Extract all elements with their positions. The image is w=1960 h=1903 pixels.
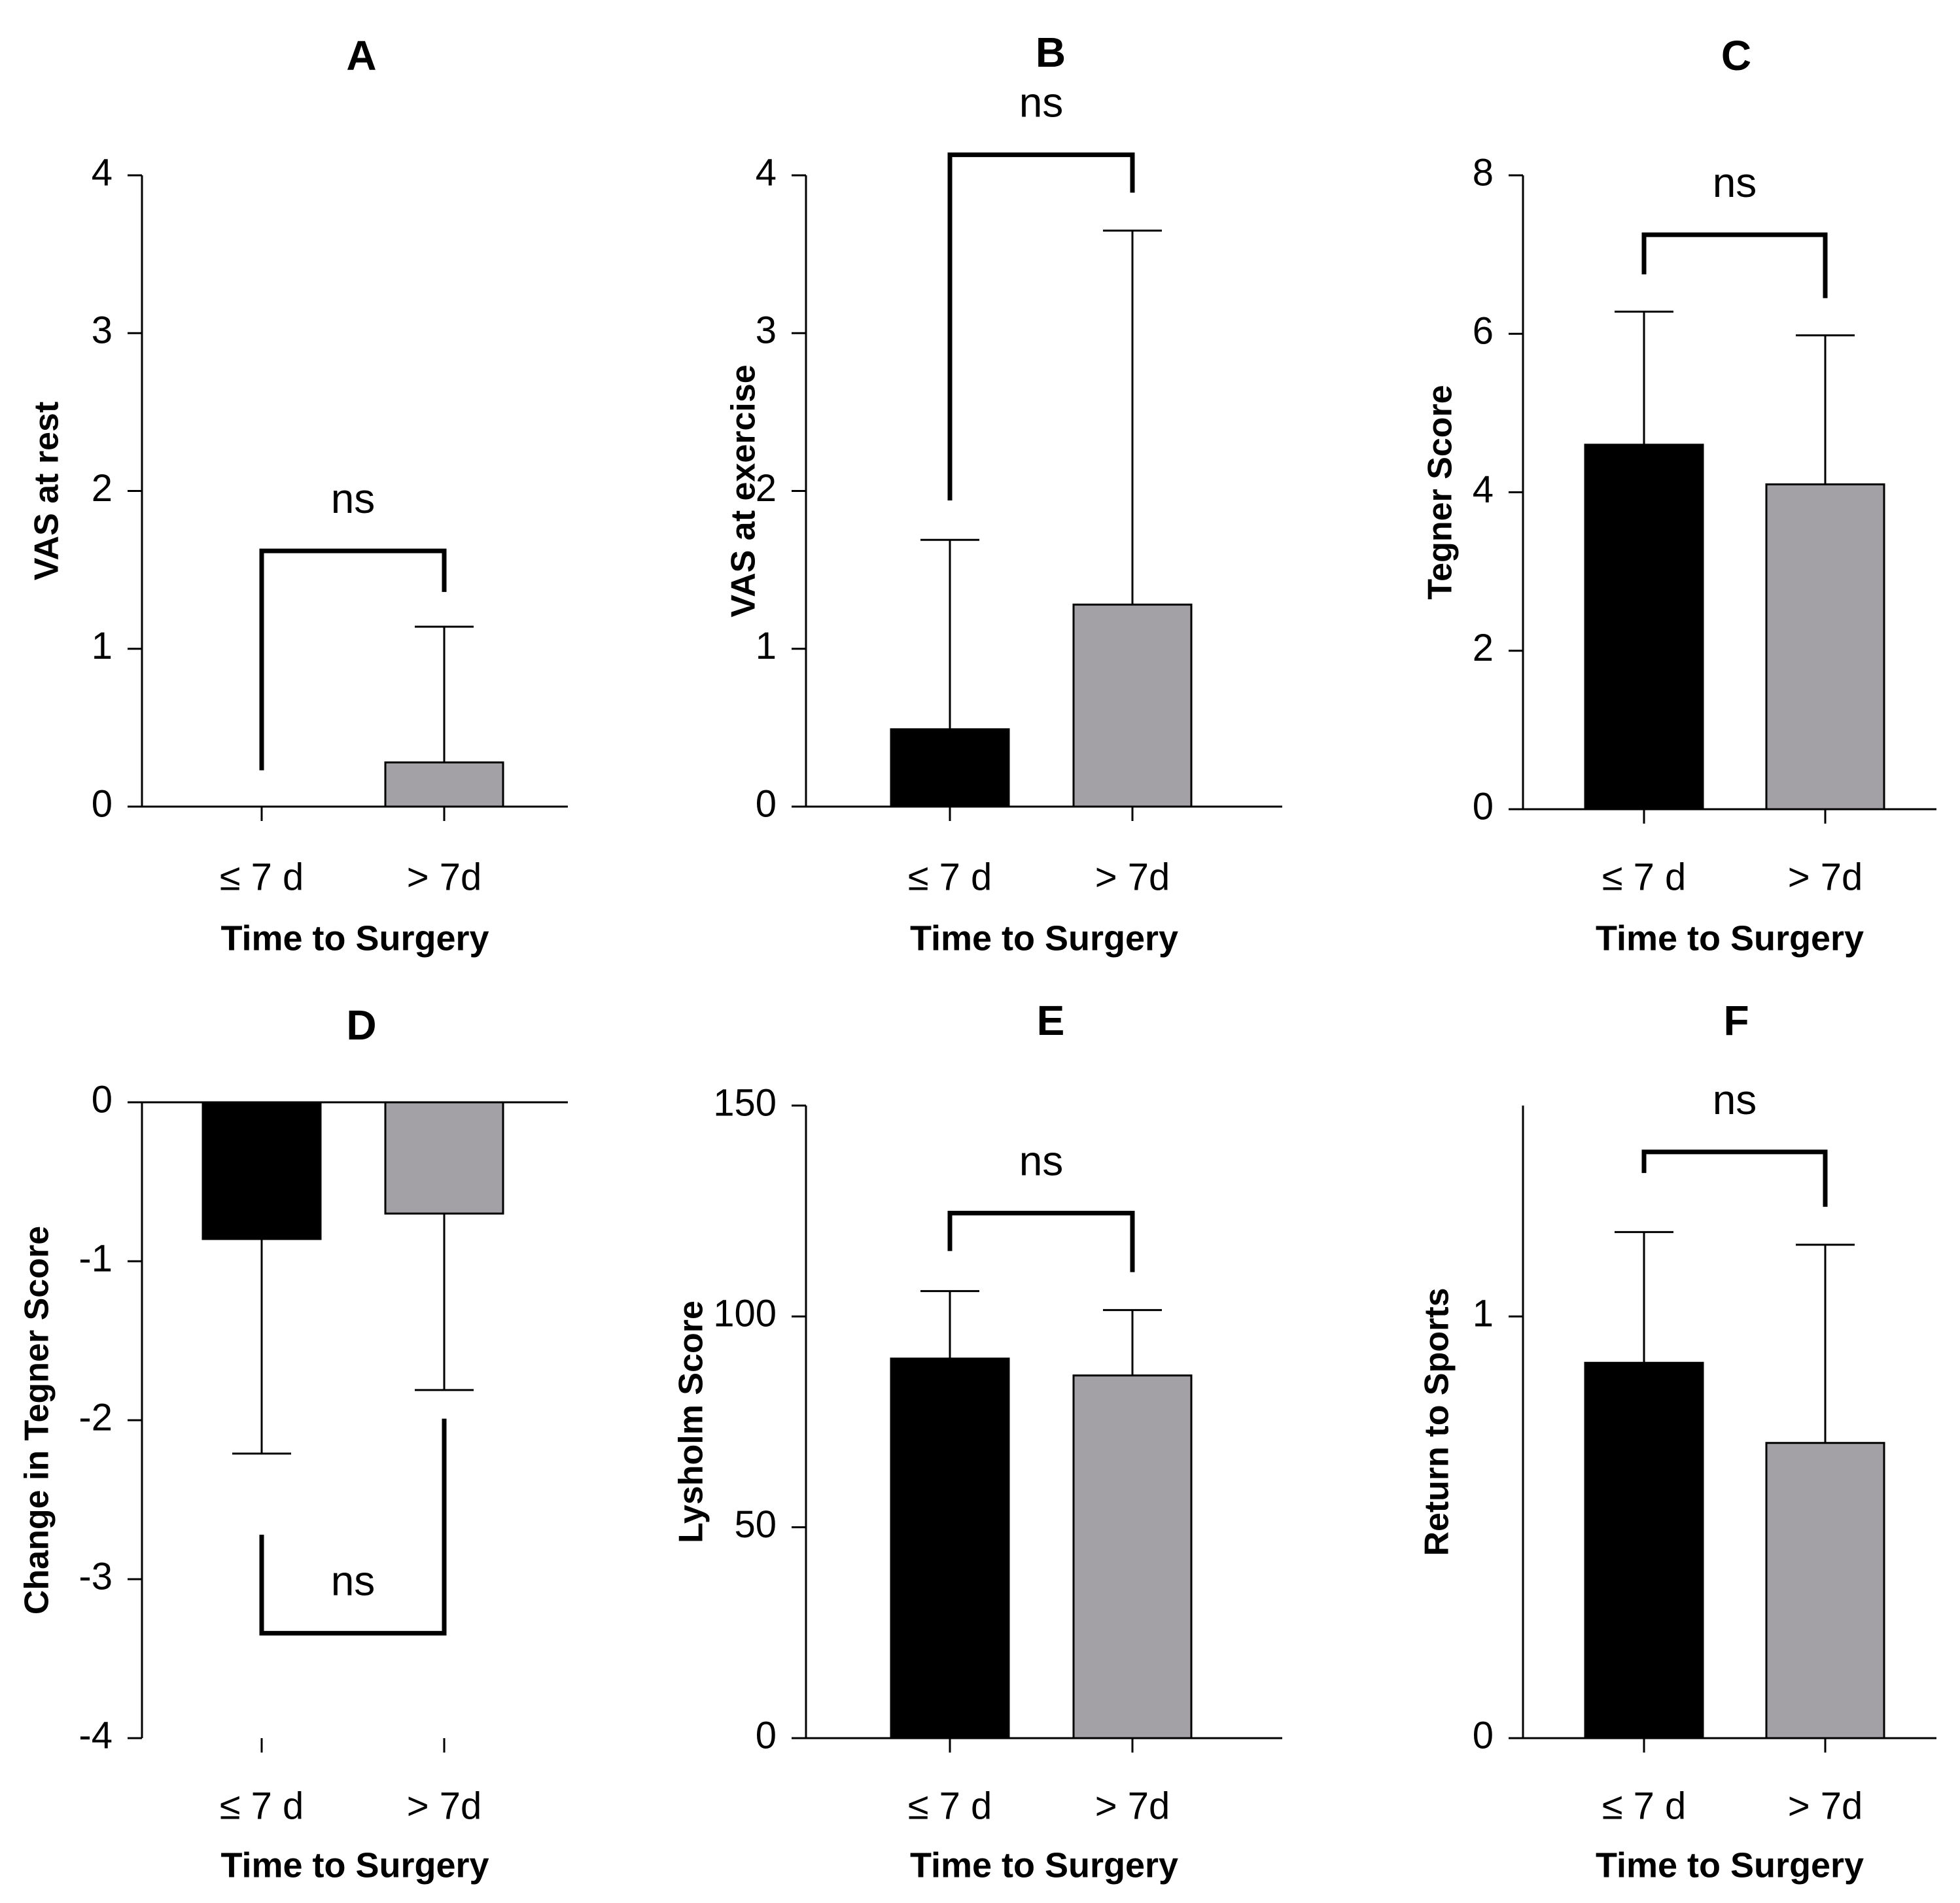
panel-f-category-label: > 7d [1788, 1785, 1863, 1827]
panel-d-category-label: > 7d [407, 1785, 482, 1827]
panel-c-category-label: > 7d [1788, 856, 1863, 898]
panel-c-bar-2 [1765, 483, 1885, 811]
panel-e-bar-2 [1072, 1374, 1193, 1739]
panel-f-x-axis-label: Time to Surgery [1596, 1845, 1864, 1885]
panel-c-y-tick-label: 8 [1473, 151, 1494, 194]
panel-e-bar-1 [890, 1357, 1010, 1739]
panel-d-category-label: ≤ 7 d [220, 1785, 304, 1827]
panel-f-bar-2 [1765, 1442, 1885, 1739]
panel-f-bar-1 [1584, 1361, 1704, 1739]
panel-c-bar-1 [1584, 444, 1704, 811]
panel-e-y-tick-label: 0 [756, 1714, 777, 1756]
panel-c-y-axis-label: Tegner Score [1422, 385, 1460, 599]
panel-d-significance-bracket [259, 1418, 447, 1636]
panel-b-bar-1 [890, 728, 1010, 808]
panel-e-significance-label: ns [1019, 1137, 1064, 1184]
panel-a-y-tick-label: 1 [92, 625, 113, 667]
panel-f-category-label: ≤ 7 d [1602, 1785, 1687, 1827]
panel-e-y-tick-label: 50 [734, 1503, 777, 1546]
panel-d-y-tick-label: -3 [79, 1555, 113, 1597]
panel-a-y-axis-label: VAS at rest [28, 402, 66, 581]
panel-f-title: F [1723, 997, 1749, 1044]
panel-e-x-axis-label: Time to Surgery [910, 1845, 1178, 1885]
panel-b-x-axis-label: Time to Surgery [910, 918, 1178, 958]
panel-c-significance-bracket [1641, 232, 1828, 298]
panel-b-y-axis-label: VAS at exercise [725, 364, 763, 617]
panel-b-category-label: > 7d [1095, 856, 1170, 898]
panel-c-y-tick-label: 4 [1473, 468, 1494, 511]
panel-b-y-tick-label: 1 [756, 625, 777, 667]
panel-d-y-tick-label: -2 [79, 1396, 113, 1439]
panel-c-y-tick-label: 2 [1473, 627, 1494, 669]
panel-a-y-tick-label: 4 [92, 151, 113, 194]
panel-d-significance-label: ns [331, 1558, 376, 1605]
panel-c-y-tick-label: 6 [1473, 310, 1494, 353]
panel-d-x-axis-label: Time to Surgery [220, 1845, 489, 1885]
panel-e-category-label: ≤ 7 d [908, 1785, 992, 1827]
panel-a-category-label: ≤ 7 d [220, 856, 304, 898]
panel-b-y-tick-label: 0 [756, 782, 777, 825]
panel-b-y-tick-label: 3 [756, 309, 777, 352]
panel-b-significance-label: ns [1019, 79, 1064, 126]
panel-a-y-tick-label: 3 [92, 309, 113, 352]
panel-c-title: C [1721, 32, 1751, 79]
panel-b-title: B [1036, 29, 1066, 76]
panel-d-bar-2 [384, 1101, 504, 1215]
panel-b-bar-2 [1072, 603, 1193, 808]
panel-e-y-tick-label: 100 [713, 1293, 777, 1335]
panel-a-title: A [346, 32, 376, 79]
panel-c-x-axis-label: Time to Surgery [1596, 918, 1864, 958]
panel-d-y-tick-label: -1 [79, 1237, 113, 1280]
panel-f-significance-bracket [1641, 1149, 1828, 1207]
panel-f-y-axis-label: Return to Sports [1418, 1287, 1456, 1556]
panel-c-significance-label: ns [1713, 159, 1757, 206]
panel-a-bar-2 [384, 761, 504, 808]
panel-d-y-axis-label: Change in Tegner Score [18, 1226, 56, 1615]
panel-b-y-tick-label: 2 [756, 467, 777, 510]
panel-b-y-tick-label: 4 [756, 151, 777, 194]
panel-a-significance-label: ns [331, 475, 376, 522]
panel-e-significance-bracket [947, 1210, 1135, 1272]
panel-d-y-tick-label: -4 [79, 1714, 113, 1756]
panel-c-category-label: ≤ 7 d [1602, 856, 1687, 898]
panel-c-y-tick-label: 0 [1473, 785, 1494, 828]
panel-d-title: D [346, 1002, 376, 1049]
panel-b-category-label: ≤ 7 d [908, 856, 992, 898]
panel-f-significance-label: ns [1713, 1076, 1757, 1123]
panel-d-bar-1 [201, 1101, 322, 1240]
panel-b-significance-bracket [947, 152, 1135, 500]
panel-e-category-label: > 7d [1095, 1785, 1170, 1827]
panel-e-y-axis-label: Lysholm Score [673, 1301, 710, 1543]
panel-d-y-tick-label: 0 [92, 1078, 113, 1121]
panel-a-x-axis-label: Time to Surgery [220, 918, 489, 958]
panel-a-y-tick-label: 2 [92, 467, 113, 510]
panel-a-category-label: > 7d [407, 856, 482, 898]
panel-f-y-tick-label: 0 [1473, 1714, 1494, 1756]
panel-f-y-tick-label: 1 [1473, 1293, 1494, 1335]
panel-e-title: E [1037, 997, 1065, 1044]
panel-a-y-tick-label: 0 [92, 782, 113, 825]
panel-a-significance-bracket [259, 548, 447, 771]
panel-e-y-tick-label: 150 [713, 1081, 777, 1124]
